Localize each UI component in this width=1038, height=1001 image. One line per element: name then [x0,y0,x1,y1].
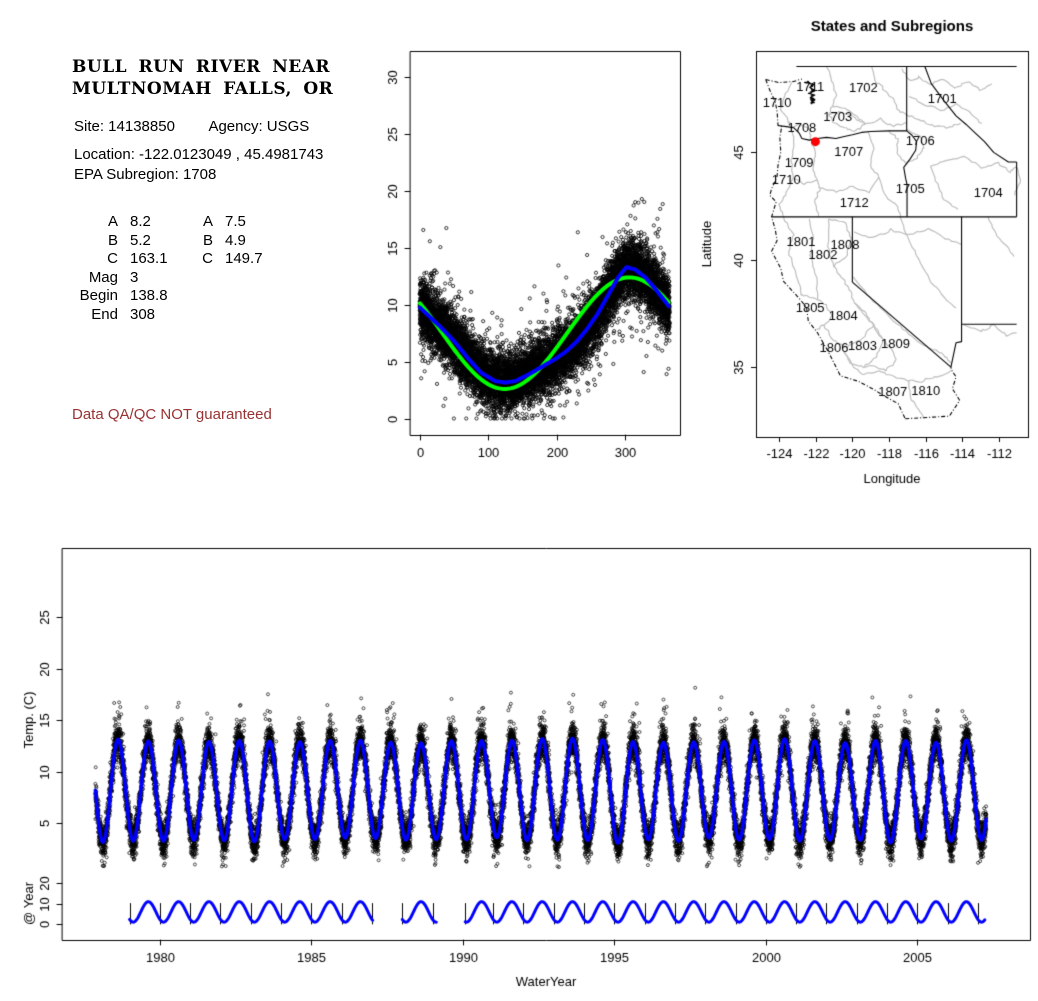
qa-warning: Data QA/QC NOT guaranteed [72,406,272,423]
table-row: C 163.1 C 149.7 [0,250,360,269]
table-row: Begin 138.8 [0,287,360,306]
param-value: 138.8 [130,287,168,305]
param-value: 149.7 [225,250,263,268]
table-row: End 308 [0,306,360,325]
param-label: End [91,305,118,323]
param-value: 8.2 [130,213,151,230]
param-value: 7.5 [225,213,246,230]
table-row: Mag 3 [0,269,360,288]
location-coordinates: Location: -122.0123049 , 45.4981743 [74,146,324,163]
param-value: 163.1 [130,250,168,268]
param-value: 4.9 [225,231,246,249]
epa-subregion: EPA Subregion: 1708 [74,166,217,183]
station-title-line2: MULTNOMAH FALLS, OR [72,79,334,99]
site-id: Site: 14138850 [74,118,175,135]
param-value: 5.2 [130,231,151,249]
parameter-table: A 8.2 A 7.5 B 5.2 B 4.9 C 163.1 C 149.7 … [0,213,360,325]
param-label: B [202,231,213,249]
param-label: Begin [79,287,118,305]
station-title-line1: BULL RUN RIVER NEAR [72,57,331,77]
site-agency-line: Site: 14138850 Agency: USGS [74,118,309,135]
param-label: A [202,213,213,230]
table-row: B 5.2 B 4.9 [0,232,360,251]
param-label: C [107,250,118,268]
param-label: A [107,213,118,230]
table-row: A 8.2 A 7.5 [0,213,360,232]
agency-label: Agency: USGS [208,118,310,135]
param-value: 308 [130,305,156,323]
param-label: B [107,231,118,249]
param-label: C [202,250,213,268]
param-label: Mag [88,268,118,286]
param-value: 3 [130,268,139,286]
